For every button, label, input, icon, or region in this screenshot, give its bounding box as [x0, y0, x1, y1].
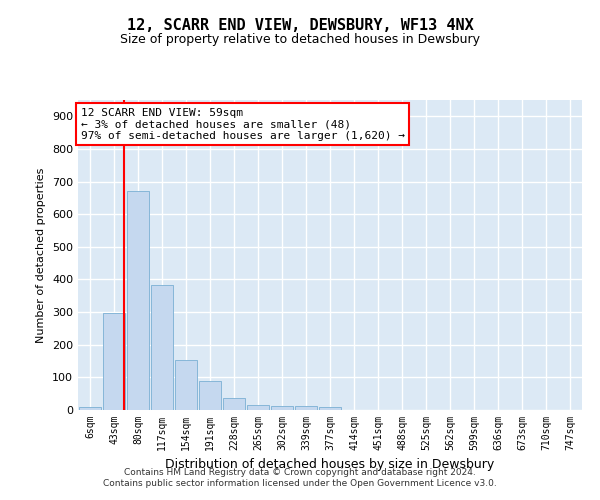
Bar — [127, 190, 149, 410]
Bar — [271, 406, 293, 410]
Text: 12, SCARR END VIEW, DEWSBURY, WF13 4NX: 12, SCARR END VIEW, DEWSBURY, WF13 4NX — [127, 18, 473, 32]
Y-axis label: Number of detached properties: Number of detached properties — [37, 168, 46, 342]
Bar — [175, 360, 197, 410]
Text: Size of property relative to detached houses in Dewsbury: Size of property relative to detached ho… — [120, 32, 480, 46]
Bar — [199, 382, 221, 410]
Bar — [79, 408, 101, 410]
Bar — [223, 398, 245, 410]
X-axis label: Distribution of detached houses by size in Dewsbury: Distribution of detached houses by size … — [166, 458, 494, 471]
Bar — [247, 406, 269, 410]
Bar — [319, 408, 341, 410]
Text: 12 SCARR END VIEW: 59sqm
← 3% of detached houses are smaller (48)
97% of semi-de: 12 SCARR END VIEW: 59sqm ← 3% of detache… — [80, 108, 404, 141]
Bar — [151, 285, 173, 410]
Text: Contains HM Land Registry data © Crown copyright and database right 2024.
Contai: Contains HM Land Registry data © Crown c… — [103, 468, 497, 487]
Bar — [295, 406, 317, 410]
Bar — [103, 313, 125, 410]
